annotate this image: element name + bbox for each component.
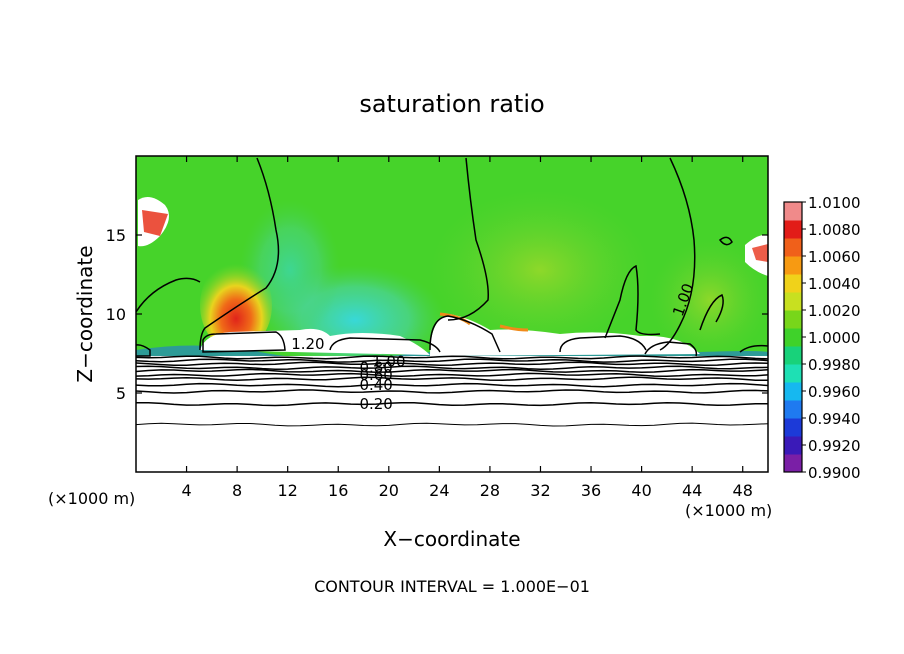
x-tick-label: 36 (581, 481, 601, 500)
contour-line (136, 358, 768, 363)
colorbar-segment (784, 238, 802, 257)
colorbar-segment (784, 364, 802, 383)
cloud-outline (429, 315, 501, 353)
moist-region (200, 259, 272, 351)
contour-line (136, 368, 768, 373)
cloud-outline (699, 294, 724, 331)
colorbar-tick-label: 1.0000 (808, 329, 861, 347)
red-speckle-left (142, 210, 168, 236)
colorbar-tick-label: 0.9960 (808, 383, 861, 401)
colorbar-segment (784, 292, 802, 311)
field-lime-patch (430, 190, 650, 350)
contour-interval-footer: CONTOUR INTERVAL = 1.000E−01 (314, 577, 590, 596)
contour-line-upper (447, 157, 489, 321)
contour-line-upper (136, 277, 201, 313)
colorbar-segment (784, 220, 802, 239)
cloud-outline (644, 341, 698, 357)
horizontal-contours (136, 355, 768, 427)
contour-label: 0.40 (359, 376, 392, 394)
x-axis-label: X−coordinate (383, 527, 520, 551)
cloud-outline (329, 337, 441, 353)
colorbar-tick-label: 0.9920 (808, 437, 861, 455)
colorbar-segment (784, 382, 802, 401)
colorbar-segment (784, 256, 802, 275)
colorbar-segment (784, 418, 802, 437)
contour-line (136, 355, 768, 360)
colorbar-tick-label: 0.9980 (808, 356, 861, 374)
colorbar-tick-label: 1.0020 (808, 302, 861, 320)
colorbar-tick-label: 1.0080 (808, 221, 861, 239)
contour-line (136, 361, 768, 367)
x-tick-label: 16 (328, 481, 348, 500)
cloud-outline (559, 335, 647, 353)
colorbar-tick-label: 1.0040 (808, 275, 861, 293)
cloud-outline (136, 344, 151, 357)
colorbar-segment (784, 454, 802, 473)
x-tick-label: 4 (181, 481, 191, 500)
contour-line (136, 422, 768, 427)
upper-contours (136, 157, 768, 357)
y-tick-label: 5 (116, 384, 126, 403)
colorbar-tick-label: 0.9940 (808, 410, 861, 428)
cloud-outline (202, 331, 286, 353)
contour-line (136, 376, 768, 382)
x-tick-label: 32 (530, 481, 550, 500)
contour-line (136, 382, 768, 388)
colorbar-tick-label: 1.0060 (808, 248, 861, 266)
contour-line-upper (659, 157, 696, 351)
x-axis-unit-right: (×1000 m) (685, 501, 772, 520)
x-tick-label: 40 (631, 481, 651, 500)
x-tick-label: 28 (480, 481, 500, 500)
x-tick-label: 48 (733, 481, 753, 500)
contour-label: 0.60 (359, 366, 392, 384)
field-lime-patch (650, 240, 768, 360)
contour-line (136, 365, 768, 370)
colorbar-segment (784, 310, 802, 329)
y-axis-ticks: 5 10 15 (106, 226, 768, 403)
x-tick-label: 44 (682, 481, 702, 500)
white-cloud-region (200, 328, 430, 355)
contour-label: 1.20 (291, 335, 324, 353)
colorbar-segment (784, 346, 802, 365)
x-tick-label: 24 (429, 481, 449, 500)
contour-line (136, 389, 768, 394)
contour-line-upper (199, 157, 280, 351)
cloud-outline (718, 236, 733, 246)
y-tick-label: 10 (106, 305, 126, 324)
colorbar-tick-label: 1.0100 (808, 194, 861, 212)
colorbar-segment (784, 328, 802, 347)
red-speckle-right (752, 244, 768, 262)
colorbar-segment (784, 274, 802, 293)
contour-label: 0.20 (359, 395, 392, 413)
x-tick-label: 8 (232, 481, 242, 500)
cloud-outline (604, 264, 661, 339)
plot-area: 0.200.400.600.801.001.201.00 (136, 156, 768, 472)
cloud-outline (739, 344, 768, 353)
colorbar-segment (784, 202, 802, 221)
y-axis-label: Z−coordinate (73, 245, 97, 382)
x-tick-label: 20 (379, 481, 399, 500)
x-tick-label: 12 (278, 481, 298, 500)
colorbar-segment (784, 436, 802, 455)
contour-label: 1.00 (372, 352, 405, 370)
y-tick-label: 15 (106, 226, 126, 245)
contour-line (136, 372, 768, 377)
colorbar: 1.0100 1.0080 1.0060 1.0040 1.0020 1.0000 0.99… (783, 194, 861, 482)
colorbar-segment (784, 400, 802, 419)
x-axis-ticks: 4 8 12 16 20 24 28 32 36 40 44 48 (181, 156, 753, 500)
x-axis-unit-left: (×1000 m) (48, 489, 135, 508)
chart-title: saturation ratio (359, 90, 544, 118)
colorbar-tick-label: 0.9900 (808, 464, 861, 482)
contour-line (136, 401, 768, 407)
contour-label: 0.80 (359, 359, 392, 377)
below-cloud-white (136, 356, 768, 472)
